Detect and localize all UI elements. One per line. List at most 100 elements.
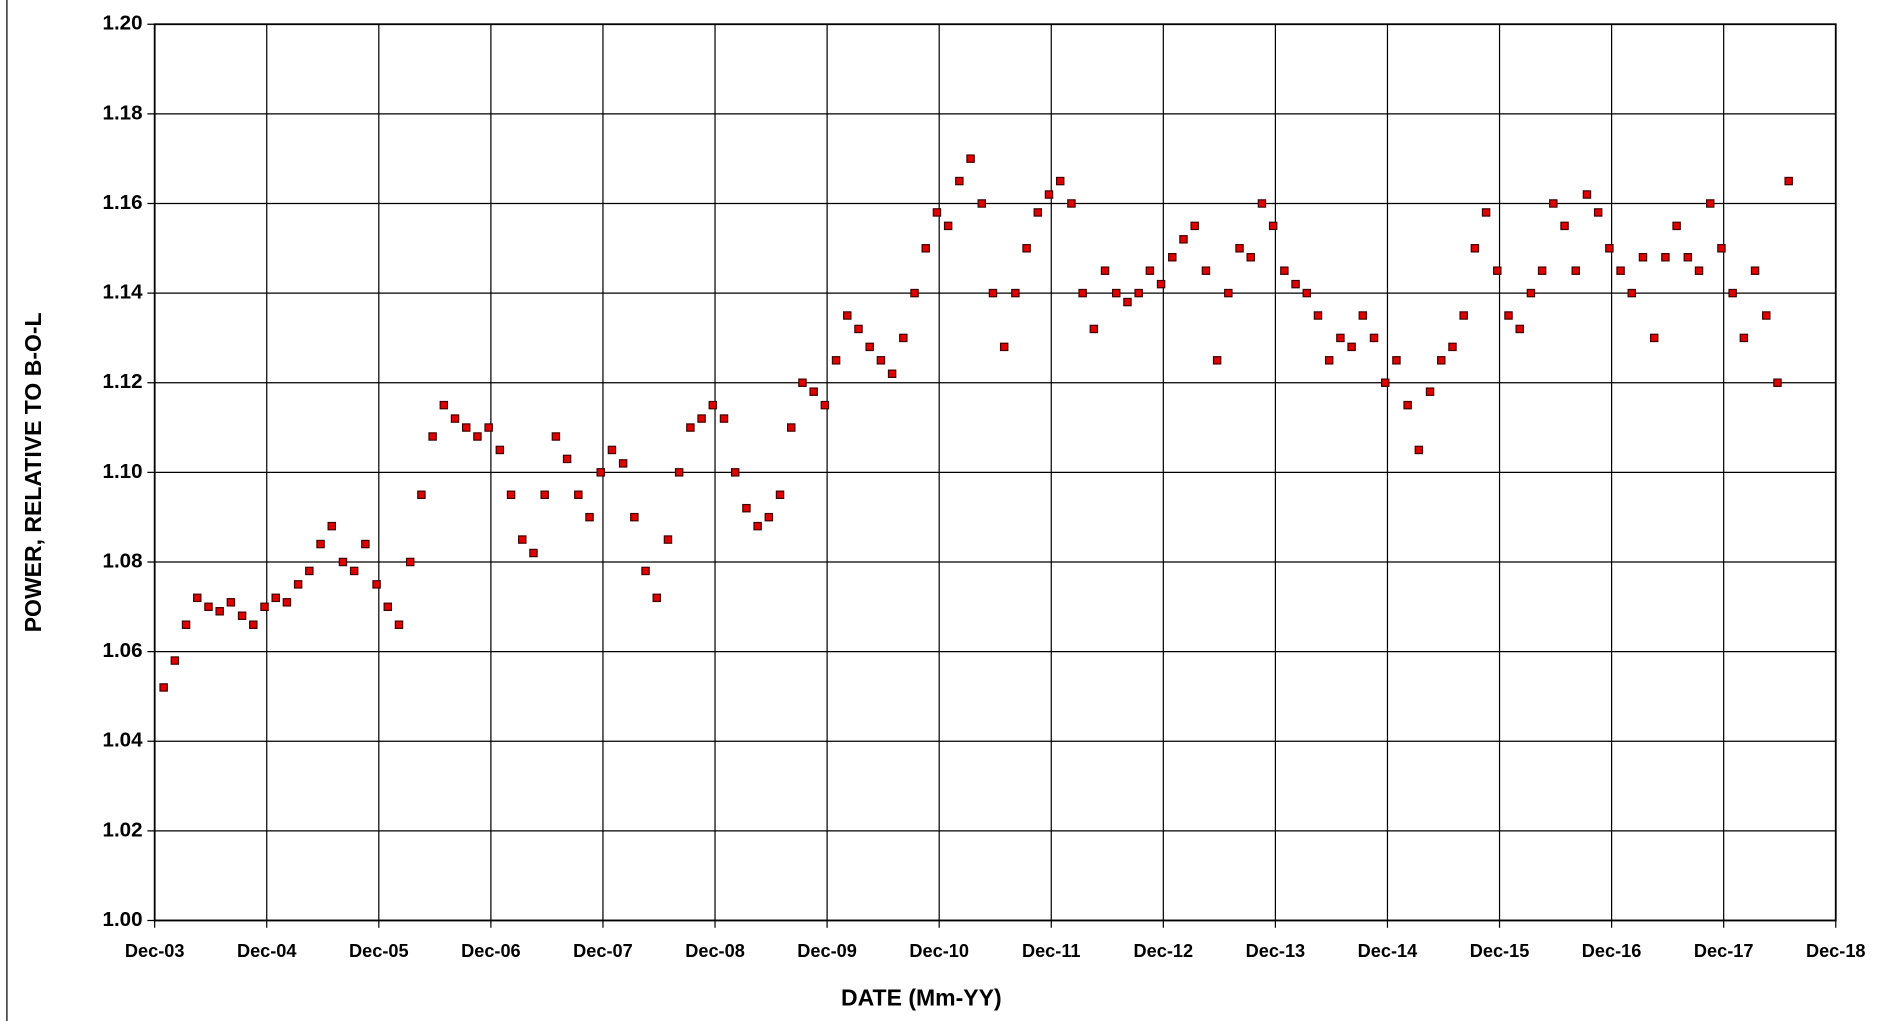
point [1459, 311, 1468, 320]
point [1257, 199, 1267, 208]
point [1246, 253, 1255, 262]
point [1717, 244, 1726, 253]
point [1605, 244, 1614, 253]
x-tick-label: Dec-12 [1134, 941, 1194, 961]
point [697, 414, 706, 423]
point [1100, 266, 1110, 275]
point [1134, 288, 1143, 298]
point [887, 369, 897, 379]
point [1750, 266, 1760, 275]
point [1033, 208, 1043, 217]
point [1403, 400, 1412, 410]
point [484, 423, 493, 432]
y-tick-label: 1.18 [103, 101, 143, 124]
y-tick-label: 1.06 [103, 639, 143, 662]
point [428, 432, 437, 441]
point [876, 356, 886, 365]
point [1369, 333, 1379, 343]
point [237, 611, 247, 620]
point [618, 459, 628, 468]
point [473, 432, 482, 441]
point [305, 566, 314, 576]
point [865, 342, 874, 352]
point [540, 490, 549, 499]
point [1627, 288, 1637, 298]
point [327, 521, 336, 531]
x-tick-label: Dec-03 [125, 941, 185, 961]
point [529, 548, 538, 558]
point [495, 445, 505, 455]
point [226, 598, 236, 607]
point [1336, 333, 1345, 343]
point [1526, 288, 1536, 298]
point [1705, 199, 1715, 208]
point [249, 620, 258, 629]
point [1571, 266, 1580, 275]
point [215, 607, 224, 616]
point [1437, 356, 1446, 365]
x-tick-label: Dec-13 [1246, 941, 1306, 961]
point [1448, 342, 1457, 352]
point [1549, 199, 1558, 208]
point [562, 454, 572, 464]
point [506, 490, 516, 499]
point [742, 503, 751, 513]
y-tick-label: 1.04 [103, 729, 144, 752]
point [921, 244, 930, 253]
point [282, 598, 292, 607]
point [1067, 199, 1076, 208]
point [439, 400, 449, 410]
point [1616, 266, 1625, 275]
x-tick-label: Dec-04 [237, 941, 297, 961]
point [1324, 356, 1334, 365]
point [1762, 311, 1771, 320]
x-tick-label: Dec-05 [349, 941, 409, 961]
x-tick-label: Dec-10 [909, 941, 969, 961]
x-tick-label: Dec-16 [1582, 941, 1642, 961]
point [1728, 288, 1737, 298]
point [1392, 356, 1401, 365]
x-tick-label: Dec-11 [1022, 941, 1081, 961]
point [764, 512, 774, 522]
point [417, 490, 426, 499]
point [170, 656, 180, 665]
point [708, 400, 718, 410]
point [585, 512, 594, 522]
point [1044, 190, 1054, 199]
x-axis-label: DATE (Mm-YY) [841, 984, 1002, 1010]
point [1425, 387, 1435, 396]
point [1235, 244, 1244, 253]
point [966, 154, 975, 163]
y-axis-label: POWER, RELATIVE TO B-O-L [20, 312, 46, 632]
point [1268, 221, 1278, 231]
point [1123, 297, 1132, 307]
point [719, 414, 729, 423]
y-tick-label: 1.12 [103, 370, 143, 393]
point [1661, 253, 1670, 262]
point [943, 221, 953, 231]
point [1683, 253, 1693, 262]
x-tick-label: Dec-14 [1358, 941, 1418, 961]
point [674, 468, 684, 477]
point [607, 445, 617, 455]
point [1358, 311, 1368, 320]
point [461, 423, 471, 432]
point [1739, 333, 1749, 343]
point [1089, 324, 1099, 334]
point [193, 593, 202, 603]
point [1560, 221, 1569, 231]
point [831, 356, 841, 365]
point [798, 378, 807, 387]
y-tick-label: 1.16 [103, 191, 143, 214]
x-tick-label: Dec-17 [1694, 941, 1754, 961]
x-tick-label: Dec-06 [461, 941, 521, 961]
point [1347, 342, 1356, 352]
point [663, 535, 673, 544]
point [1672, 221, 1681, 231]
point [1145, 266, 1155, 275]
point [899, 333, 908, 343]
point [1694, 266, 1704, 275]
point [999, 342, 1009, 352]
point [574, 490, 583, 499]
point [204, 602, 213, 612]
